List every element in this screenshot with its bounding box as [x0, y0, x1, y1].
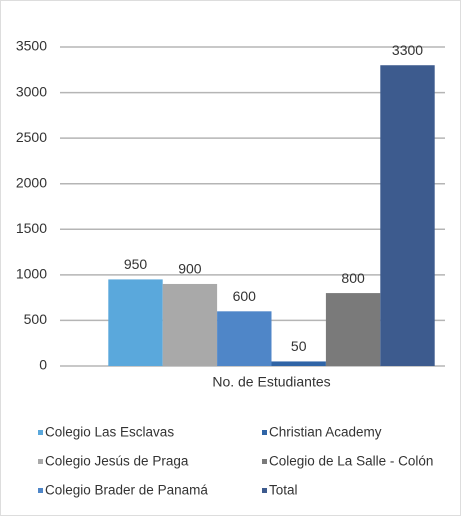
y-tick-label: 2000 [16, 174, 47, 190]
legend-label: Colegio Brader de Panamá [45, 483, 208, 498]
bar [108, 279, 163, 366]
y-tick-label: 500 [24, 311, 48, 327]
legend: Colegio Las Esclavas Colegio Jesús de Pra… [38, 425, 433, 498]
legend-label: Colegio Jesús de Praga [45, 454, 189, 469]
data-label: 900 [178, 261, 202, 277]
bar [271, 361, 326, 366]
legend-label: Total [269, 483, 298, 498]
legend-swatch [262, 430, 267, 435]
y-tick-label: 0 [39, 357, 47, 373]
data-label: 800 [341, 270, 365, 286]
legend-swatch [262, 488, 267, 493]
legend-label: Christian Academy [269, 425, 382, 440]
legend-swatch [38, 459, 43, 464]
legend-swatch [262, 459, 267, 464]
x-tick-label: No. de Estudiantes [212, 374, 330, 390]
y-tick-label: 3000 [16, 83, 47, 99]
y-tick-label: 2500 [16, 129, 47, 145]
y-tick-label: 1500 [16, 220, 47, 236]
bar [380, 65, 435, 366]
legend-swatch [38, 430, 43, 435]
data-label: 950 [124, 256, 148, 272]
legend-label: Colegio Las Esclavas [45, 425, 174, 440]
bar [325, 293, 381, 366]
legend-label: Colegio de La Salle - Colón [269, 454, 433, 469]
legend-swatch [38, 488, 43, 493]
y-tick-label: 3500 [16, 38, 47, 54]
bar [217, 311, 272, 366]
data-label: 3300 [392, 42, 423, 58]
data-label: 50 [291, 338, 307, 354]
data-label: 600 [233, 288, 257, 304]
bar [162, 283, 218, 366]
y-tick-label: 1000 [16, 266, 47, 282]
